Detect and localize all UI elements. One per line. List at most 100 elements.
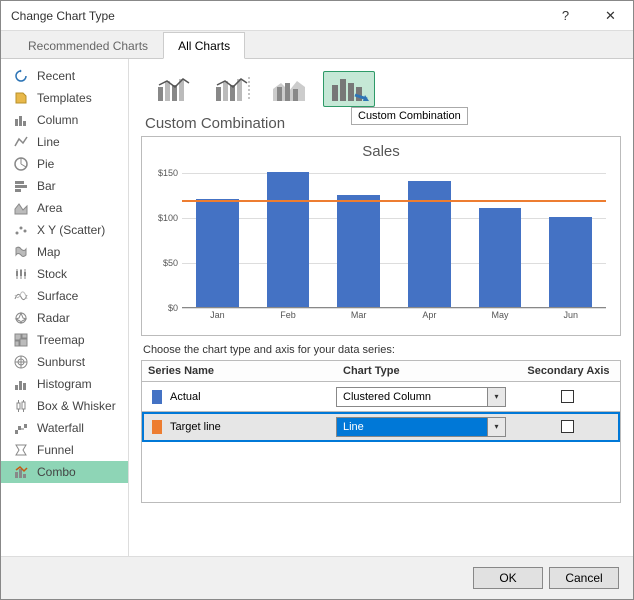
series-name-label: Actual (170, 391, 336, 403)
help-button[interactable]: ? (543, 1, 588, 31)
chevron-down-icon[interactable]: ▾ (487, 418, 505, 436)
chart-type-icon (13, 90, 29, 106)
target-line (182, 200, 606, 202)
sidebar-item-label: Radar (37, 311, 70, 325)
col-series-name: Series Name (142, 361, 337, 381)
subtype-clustered-column-line-secondary[interactable] (207, 71, 259, 107)
combo-icon-2 (213, 75, 253, 103)
sidebar-item-templates[interactable]: Templates (1, 87, 128, 109)
x-tick-label: May (465, 310, 536, 320)
series-type-select[interactable]: Clustered Column▾ (336, 387, 506, 407)
x-tick-label: Apr (394, 310, 465, 320)
sidebar-item-treemap[interactable]: Treemap (1, 329, 128, 351)
bar (479, 208, 521, 307)
y-tick-label: $50 (163, 258, 178, 268)
chart-type-icon (13, 266, 29, 282)
x-tick-label: Jan (182, 310, 253, 320)
x-tick-label: Jun (535, 310, 606, 320)
sidebar-item-line[interactable]: Line (1, 131, 128, 153)
sidebar-item-label: Treemap (37, 333, 85, 347)
sidebar-item-label: Map (37, 245, 60, 259)
sidebar-item-surface[interactable]: Surface (1, 285, 128, 307)
subtype-stacked-area-column[interactable] (265, 71, 317, 107)
chevron-down-icon[interactable]: ▾ (487, 388, 505, 406)
sidebar-item-area[interactable]: Area (1, 197, 128, 219)
sidebar-item-histogram[interactable]: Histogram (1, 373, 128, 395)
col-secondary-axis: Secondary Axis (517, 361, 620, 381)
tab-recommended[interactable]: Recommended Charts (13, 32, 163, 59)
chart-type-icon (13, 442, 29, 458)
sidebar-item-combo[interactable]: Combo (1, 461, 128, 483)
sidebar-item-label: Area (37, 201, 62, 215)
select-value: Clustered Column (337, 391, 487, 403)
sidebar-item-label: Pie (37, 157, 54, 171)
subtype-custom-combination[interactable] (323, 71, 375, 107)
chart-type-icon (13, 112, 29, 128)
series-instruction: Choose the chart type and axis for your … (141, 336, 621, 360)
chart-type-icon (13, 310, 29, 326)
sidebar-item-x-y-scatter-[interactable]: X Y (Scatter) (1, 219, 128, 241)
window-title: Change Chart Type (1, 9, 543, 23)
subtype-row: Custom Combination (141, 67, 621, 115)
chart-type-icon (13, 332, 29, 348)
sidebar-item-pie[interactable]: Pie (1, 153, 128, 175)
chart-type-icon (13, 178, 29, 194)
sidebar-item-radar[interactable]: Radar (1, 307, 128, 329)
chart-type-icon (13, 68, 29, 84)
bar (196, 199, 238, 307)
sidebar-item-label: Column (37, 113, 78, 127)
sidebar-item-label: Templates (37, 91, 92, 105)
y-tick-label: $0 (168, 303, 178, 313)
sidebar-item-box-whisker[interactable]: Box & Whisker (1, 395, 128, 417)
chart-title: Sales (146, 141, 616, 164)
change-chart-type-dialog: Change Chart Type ? ✕ Recommended Charts… (0, 0, 634, 600)
chart-type-list: Recent Templates Column Line Pie Bar Area X Y (… (1, 59, 129, 556)
series-name-label: Target line (170, 421, 336, 433)
sidebar-item-recent[interactable]: Recent (1, 65, 128, 87)
sidebar-item-column[interactable]: Column (1, 109, 128, 131)
sidebar-item-label: Recent (37, 69, 75, 83)
sidebar-item-bar[interactable]: Bar (1, 175, 128, 197)
sidebar-item-label: Sunburst (37, 355, 85, 369)
tab-strip: Recommended Charts All Charts (1, 31, 633, 59)
sidebar-item-label: Bar (37, 179, 56, 193)
sidebar-item-label: Line (37, 135, 60, 149)
subtype-clustered-column-line[interactable] (149, 71, 201, 107)
series-row[interactable]: ActualClustered Column▾ (142, 382, 620, 412)
sidebar-item-map[interactable]: Map (1, 241, 128, 263)
series-type-select[interactable]: Line▾ (336, 417, 506, 437)
series-swatch (152, 390, 162, 404)
secondary-axis-checkbox[interactable] (561, 420, 574, 433)
chart-type-icon (13, 376, 29, 392)
chart-type-icon (13, 156, 29, 172)
chart-type-icon (13, 200, 29, 216)
close-button[interactable]: ✕ (588, 1, 633, 31)
chart-type-icon (13, 244, 29, 260)
ok-button[interactable]: OK (473, 567, 543, 589)
secondary-axis-checkbox[interactable] (561, 390, 574, 403)
combo-icon-custom (329, 75, 369, 103)
subtype-tooltip: Custom Combination (351, 107, 468, 125)
titlebar: Change Chart Type ? ✕ (1, 1, 633, 31)
tab-all-charts[interactable]: All Charts (163, 32, 245, 59)
chart-preview[interactable]: Sales $0$50$100$150 JanFebMarAprMayJun (141, 136, 621, 336)
series-row[interactable]: Target lineLine▾ (142, 412, 620, 442)
x-tick-label: Mar (323, 310, 394, 320)
combo-icon-1 (155, 75, 195, 103)
x-tick-label: Feb (253, 310, 324, 320)
sidebar-item-waterfall[interactable]: Waterfall (1, 417, 128, 439)
chart-type-icon (13, 420, 29, 436)
select-value: Line (337, 421, 487, 433)
sidebar-item-label: Stock (37, 267, 67, 281)
bar (549, 217, 591, 307)
sidebar-item-label: Surface (37, 289, 78, 303)
chart-type-icon (13, 288, 29, 304)
sidebar-item-stock[interactable]: Stock (1, 263, 128, 285)
cancel-button[interactable]: Cancel (549, 567, 619, 589)
bar (337, 195, 379, 308)
sidebar-item-label: Box & Whisker (37, 399, 116, 413)
sidebar-item-label: Combo (37, 465, 76, 479)
sidebar-item-label: X Y (Scatter) (37, 223, 105, 237)
sidebar-item-sunburst[interactable]: Sunburst (1, 351, 128, 373)
sidebar-item-funnel[interactable]: Funnel (1, 439, 128, 461)
